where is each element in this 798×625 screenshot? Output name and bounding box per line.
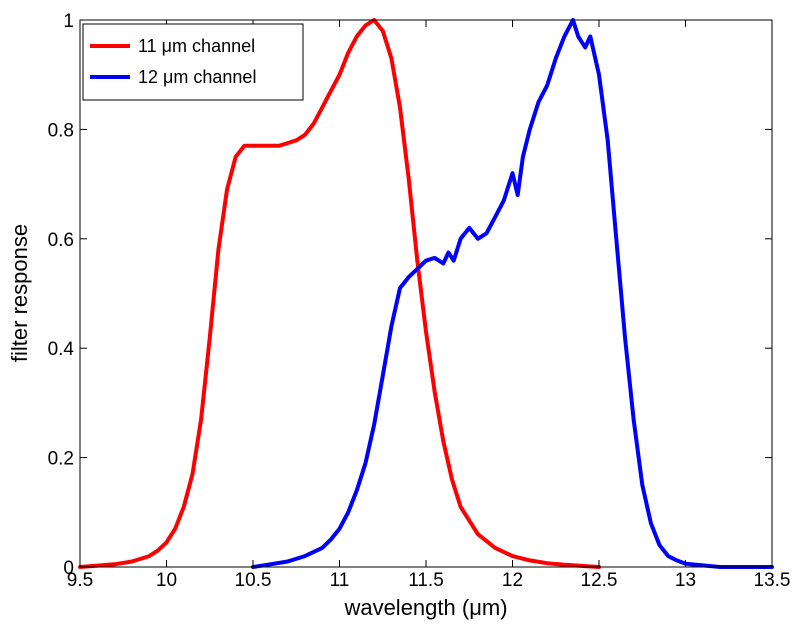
y-tick-labels: 0 0.2 0.4 0.6 0.8 1 bbox=[48, 11, 75, 579]
x-tick-label: 13.5 bbox=[754, 570, 791, 591]
x-tick-label: 9.5 bbox=[67, 570, 93, 591]
x-tick-label: 11 bbox=[330, 570, 350, 591]
y-tick-label: 0.2 bbox=[48, 449, 74, 470]
series-line-0 bbox=[78, 18, 601, 569]
legend-label-11um: 11 μm channel bbox=[138, 36, 255, 56]
x-axis-label: wavelength (μm) bbox=[343, 595, 507, 620]
y-tick-label: 0.8 bbox=[48, 120, 74, 141]
legend-label-12um: 12 μm channel bbox=[138, 67, 256, 87]
x-tick-label: 11.5 bbox=[408, 570, 444, 591]
y-tick-label: 0 bbox=[63, 558, 74, 579]
y-tick-label: 0.4 bbox=[48, 339, 75, 360]
legend: 11 μm channel 12 μm channel bbox=[82, 23, 304, 101]
plot-background bbox=[80, 20, 772, 567]
y-axis-label: filter response bbox=[7, 224, 32, 362]
x-tick-label: 12 bbox=[502, 570, 523, 591]
x-tick-label: 13 bbox=[675, 570, 696, 591]
ticks-layer bbox=[79, 19, 773, 568]
series-layer bbox=[78, 18, 774, 569]
x-tick-label: 10 bbox=[156, 570, 177, 591]
y-tick-label: 0.6 bbox=[48, 230, 74, 251]
y-tick-label: 1 bbox=[63, 11, 74, 32]
x-tick-label: 12.5 bbox=[581, 570, 618, 591]
series-line-1 bbox=[251, 18, 774, 569]
x-tick-labels: 9.5 10 10.5 11 11.5 12 12.5 13 13.5 bbox=[67, 570, 791, 591]
legend-box bbox=[82, 23, 304, 101]
x-tick-label: 10.5 bbox=[235, 570, 272, 591]
